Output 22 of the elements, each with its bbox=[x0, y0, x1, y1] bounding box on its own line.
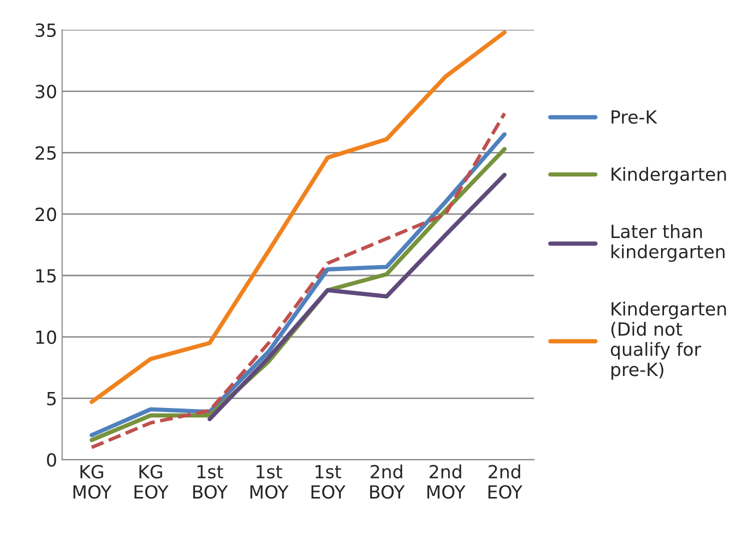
line-series bbox=[90, 30, 507, 404]
legend-label: Pre-K bbox=[612, 110, 658, 124]
y-tick-label: 25 bbox=[36, 146, 56, 160]
y-tick-label: 30 bbox=[36, 84, 56, 98]
legend-label: Later than kindergarten bbox=[612, 224, 725, 262]
y-tick-label: 0 bbox=[47, 453, 56, 467]
line-series bbox=[208, 172, 507, 422]
x-tick-label: 2nd EOY bbox=[488, 464, 522, 499]
y-tick-label: 15 bbox=[36, 269, 56, 283]
x-tick-label: 1st BOY bbox=[193, 465, 228, 499]
x-tick-label: 1st EOY bbox=[312, 465, 346, 499]
legend-label: Kindergarten bbox=[612, 167, 726, 184]
y-tick-label: 20 bbox=[36, 208, 56, 222]
legend-label: Kindergarten (Did not qualify for pre-K) bbox=[610, 302, 726, 380]
x-tick-label: 1st MOY bbox=[250, 465, 289, 499]
y-tick-label: 5 bbox=[47, 392, 56, 406]
y-tick-label: 35 bbox=[36, 23, 56, 38]
x-tick-label: 2nd MOY bbox=[427, 464, 466, 499]
x-tick-label: KG MOY bbox=[74, 464, 112, 499]
x-tick-label: 2nd BOY bbox=[370, 464, 405, 499]
x-tick-label: KG EOY bbox=[134, 464, 169, 499]
y-tick-label: 10 bbox=[36, 330, 56, 344]
